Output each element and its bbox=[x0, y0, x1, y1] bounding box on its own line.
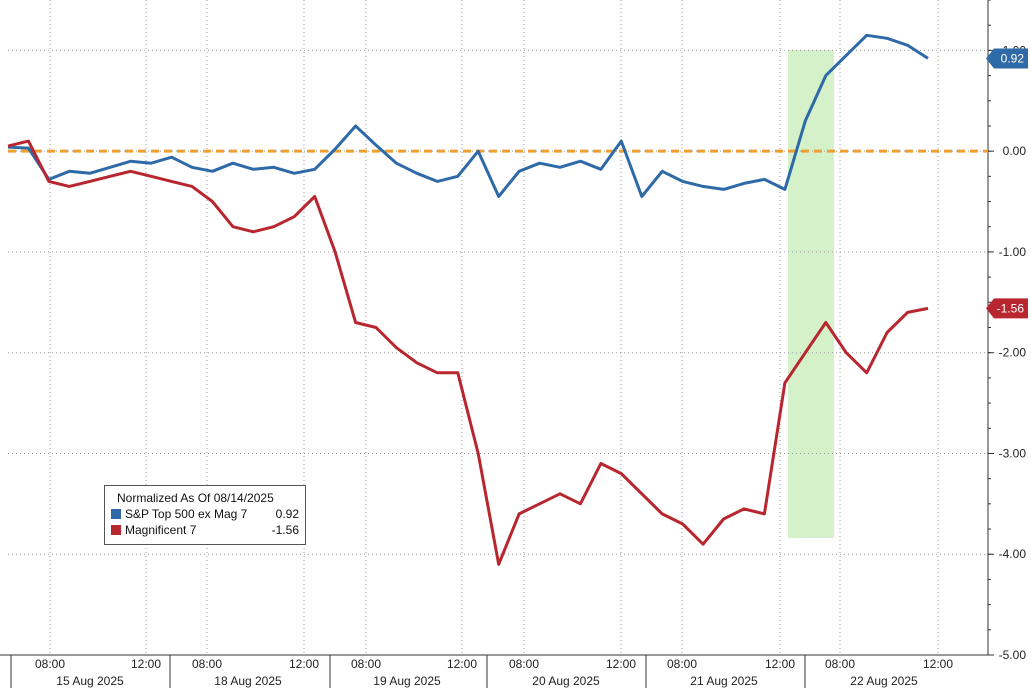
x-date-label: 21 Aug 2025 bbox=[690, 674, 758, 688]
y-tick-label: -5.00 bbox=[999, 648, 1027, 662]
legend-value-sp500: 0.92 bbox=[275, 507, 299, 521]
x-time-label: 12:00 bbox=[606, 657, 636, 671]
x-time-label: 08:00 bbox=[825, 657, 855, 671]
x-time-label: 12:00 bbox=[131, 657, 161, 671]
series-line-sp500 bbox=[7, 33, 929, 198]
y-tick-label: -1.00 bbox=[999, 245, 1027, 259]
legend-swatch-sp500 bbox=[111, 509, 121, 519]
legend-swatch-mag7 bbox=[111, 525, 121, 535]
series-layer bbox=[7, 33, 929, 566]
highlight-band-layer bbox=[788, 50, 834, 538]
legend-name-mag7: Magnificent 7 bbox=[125, 523, 197, 537]
end-label-box bbox=[986, 298, 1028, 319]
x-time-label: 08:00 bbox=[35, 657, 65, 671]
x-time-label: 12:00 bbox=[447, 657, 477, 671]
x-time-label: 12:00 bbox=[289, 657, 319, 671]
x-date-label: 18 Aug 2025 bbox=[214, 674, 282, 688]
end-label-sp500: 0.92 bbox=[986, 48, 1028, 69]
legend-row-mag7: Magnificent 7 -1.56 bbox=[111, 522, 299, 538]
x-time-label: 08:00 bbox=[351, 657, 381, 671]
x-time-label: 08:00 bbox=[509, 657, 539, 671]
x-time-label: 08:00 bbox=[192, 657, 222, 671]
x-date-label: 19 Aug 2025 bbox=[373, 674, 441, 688]
x-time-label: 12:00 bbox=[923, 657, 953, 671]
end-label-box bbox=[986, 48, 1028, 69]
end-label-layer: 0.92 -1.56 bbox=[986, 48, 1028, 319]
y-tick-label: -3.00 bbox=[999, 446, 1027, 460]
x-time-label: 08:00 bbox=[667, 657, 697, 671]
x-date-label: 15 Aug 2025 bbox=[56, 674, 124, 688]
legend: Normalized As Of 08/14/2025 S&P Top 500 … bbox=[104, 485, 306, 545]
legend-name-sp500: S&P Top 500 ex Mag 7 bbox=[125, 507, 248, 521]
end-label-mag7: -1.56 bbox=[986, 298, 1028, 319]
x-date-label: 22 Aug 2025 bbox=[850, 674, 918, 688]
y-tick-label: 0.00 bbox=[1003, 144, 1027, 158]
legend-value-mag7: -1.56 bbox=[271, 523, 299, 537]
legend-title: Normalized As Of 08/14/2025 bbox=[117, 491, 274, 505]
end-label-text: 0.92 bbox=[1001, 51, 1025, 65]
x-time-label: 12:00 bbox=[765, 657, 795, 671]
highlight-band bbox=[788, 50, 834, 538]
x-date-label: 20 Aug 2025 bbox=[532, 674, 600, 688]
y-tick-label: -2.00 bbox=[999, 346, 1027, 360]
y-tick-label: -4.00 bbox=[999, 547, 1027, 561]
series-line-mag7 bbox=[7, 139, 929, 566]
end-label-text: -1.56 bbox=[997, 301, 1025, 315]
legend-row-sp500: S&P Top 500 ex Mag 7 0.92 bbox=[111, 506, 299, 522]
